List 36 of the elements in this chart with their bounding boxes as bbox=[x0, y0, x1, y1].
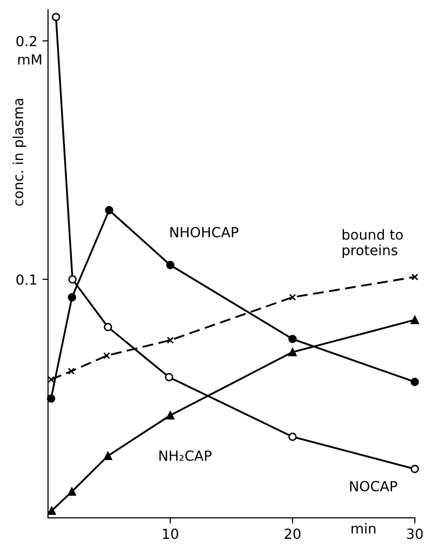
x-tick-label: 10 bbox=[162, 528, 178, 540]
point bbox=[289, 294, 296, 301]
text: mM bbox=[18, 54, 42, 64]
x-tick-label: 30 bbox=[407, 528, 423, 540]
point bbox=[166, 336, 174, 344]
point bbox=[46, 394, 56, 403]
point bbox=[104, 322, 112, 332]
point bbox=[68, 275, 77, 284]
point bbox=[166, 411, 174, 420]
point bbox=[410, 316, 419, 324]
point bbox=[166, 260, 174, 270]
y-axis-title: conc. in plasma bbox=[12, 98, 26, 206]
series-label: NHOHCAP bbox=[170, 226, 238, 238]
point bbox=[104, 452, 112, 460]
point bbox=[104, 206, 114, 214]
y-tick-label: 0.2 bbox=[16, 36, 36, 46]
point bbox=[52, 12, 60, 22]
point bbox=[288, 432, 297, 441]
point bbox=[411, 274, 418, 280]
x-axis-title: min bbox=[352, 522, 376, 534]
point bbox=[48, 506, 56, 515]
y-tick-label: 0.1 bbox=[16, 274, 36, 285]
series-label: NH₂CAP bbox=[159, 450, 212, 461]
series-label: NOCAP bbox=[350, 480, 398, 492]
point bbox=[68, 293, 76, 302]
point bbox=[410, 378, 419, 386]
point bbox=[164, 372, 174, 382]
point bbox=[288, 348, 297, 356]
point bbox=[48, 376, 55, 384]
point bbox=[103, 352, 110, 360]
point bbox=[288, 334, 297, 344]
series-label: bound to proteins bbox=[342, 229, 403, 258]
point bbox=[68, 368, 75, 375]
point bbox=[410, 464, 419, 474]
x-tick-label: 20 bbox=[284, 528, 300, 540]
point bbox=[68, 487, 76, 496]
